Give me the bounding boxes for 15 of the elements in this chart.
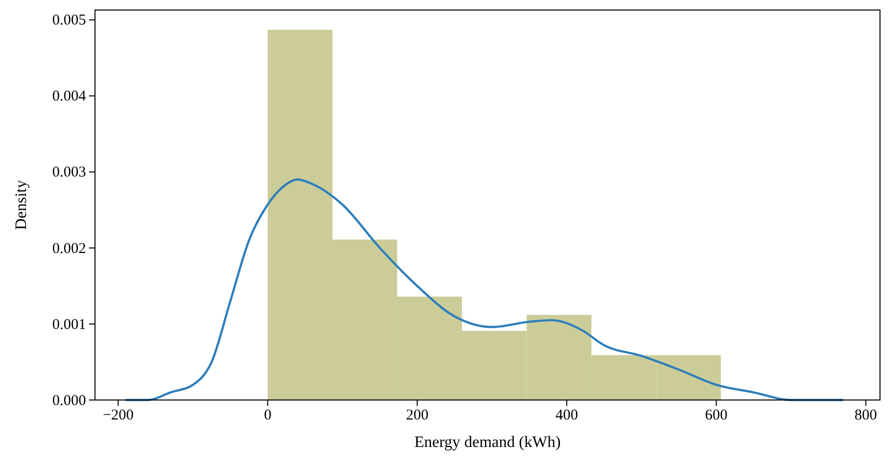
y-tick-label: 0.003: [52, 164, 86, 181]
line-series: [124, 178, 844, 402]
y-tick-label: 0.002: [52, 240, 86, 257]
y-tick-label: 0.001: [52, 316, 86, 333]
x-tick-label: 600: [705, 408, 728, 424]
y-axis-title: Density: [13, 180, 30, 230]
y-tick-label: 0.005: [52, 12, 86, 29]
y-tick-label: 0.004: [52, 88, 86, 105]
y-tick-label: 0.000: [52, 392, 86, 409]
x-tick-label: 200: [406, 408, 428, 424]
x-tick-label: 400: [556, 408, 578, 424]
x-tick-label: −200: [102, 408, 134, 424]
x-tick-label: 0: [264, 408, 272, 424]
x-axis-title: Energy demand (kWh): [414, 434, 561, 451]
x-tick-label: 800: [854, 408, 878, 424]
